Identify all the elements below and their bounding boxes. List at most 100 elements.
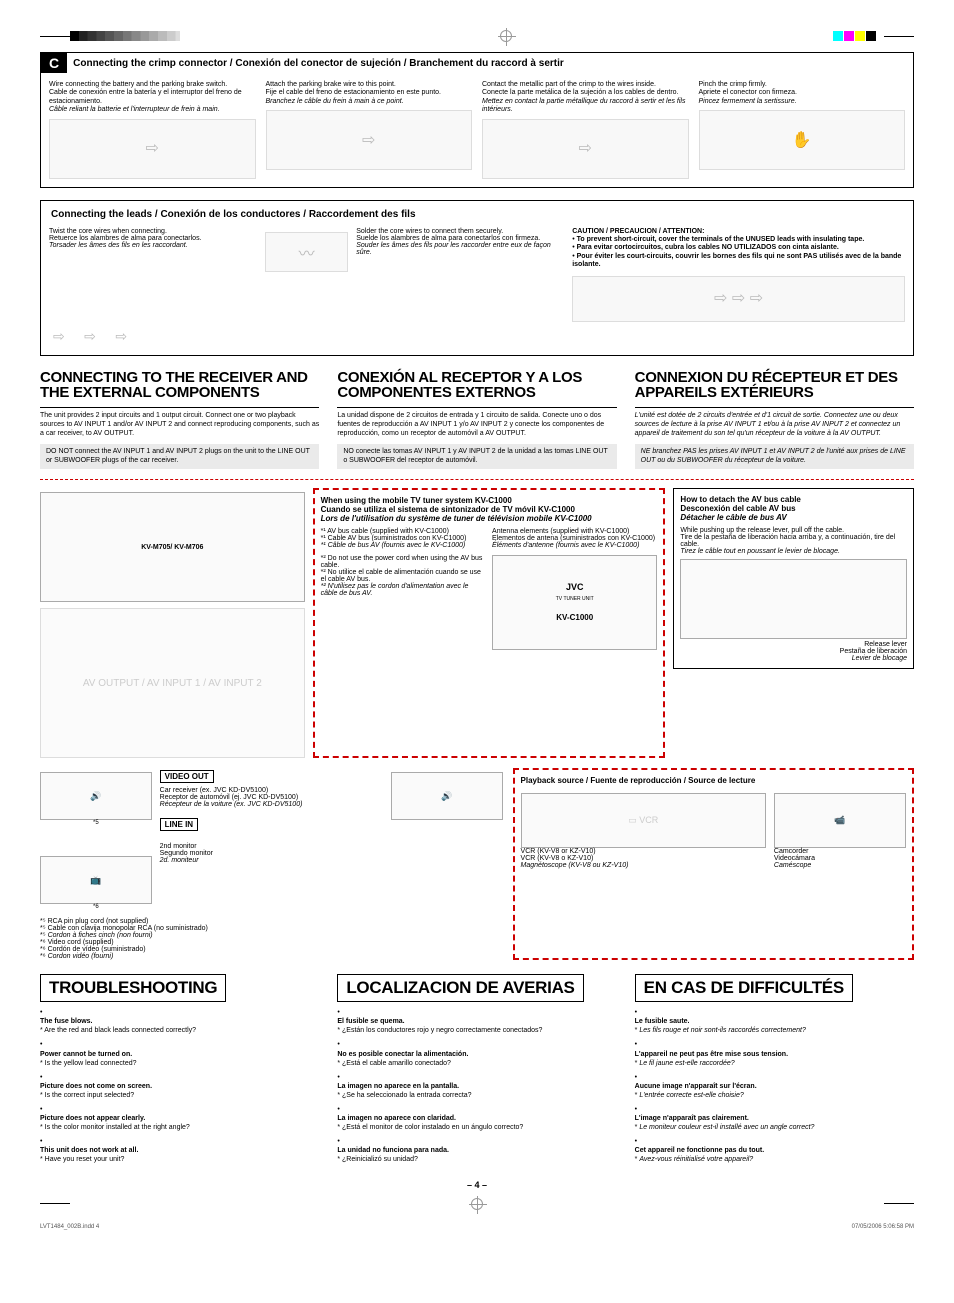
camcorder-illustration: 📹 bbox=[774, 793, 906, 848]
text: No utilice el cable de alimentación cuan… bbox=[321, 569, 481, 583]
vcr-illustration: ▭ VCR bbox=[521, 793, 766, 848]
text: Receptor de automóvil (ej. JVC KD-DV5100… bbox=[160, 794, 299, 801]
speaker-illustration-2: 🔊 bbox=[391, 772, 503, 820]
video-out-label: VIDEO OUT bbox=[160, 770, 214, 783]
trouble-item: • Picture does not appear clearly.* Is t… bbox=[40, 1105, 319, 1132]
trouble-item: • El fusible se quema.* ¿Están los condu… bbox=[337, 1008, 616, 1035]
crimp-illustration-1: ⇨ bbox=[49, 119, 256, 179]
playback-title: Playback source / Fuente de reproducción… bbox=[521, 776, 906, 785]
detach-box: How to detach the AV bus cable Desconexi… bbox=[673, 488, 914, 758]
trouble-item: • Picture does not come on screen.* Is t… bbox=[40, 1073, 319, 1100]
leads-tape-illustration: ⇨ ⇨ ⇨ bbox=[572, 276, 905, 322]
text: Cordón de vídeo (suministrado) bbox=[48, 946, 146, 953]
text: Mettez en contact la partie métallique d… bbox=[482, 98, 689, 115]
line-in-label: LINE IN bbox=[160, 818, 198, 831]
note: DO NOT connect the AV INPUT 1 and AV INP… bbox=[40, 444, 319, 469]
heading: TROUBLESHOOTING bbox=[40, 974, 226, 1002]
connecting-receiver-section: CONNECTING TO THE RECEIVER AND THE EXTER… bbox=[40, 370, 914, 470]
trouble-col-es: LOCALIZACION DE AVERIAS • El fusible se … bbox=[337, 974, 616, 1170]
body: La unidad dispone de 2 circuitos de entr… bbox=[337, 412, 616, 438]
trouble-es-list: • El fusible se quema.* ¿Están los condu… bbox=[337, 1008, 616, 1164]
trouble-item: • The fuse blows.* Are the red and black… bbox=[40, 1008, 319, 1035]
heading: CONNECTING TO THE RECEIVER AND THE EXTER… bbox=[40, 370, 319, 402]
model-label: KV-M705/ KV-M706 bbox=[141, 544, 203, 551]
text: 2d. moniteur bbox=[160, 857, 199, 864]
text: Caméscope bbox=[774, 862, 906, 869]
text: Release lever bbox=[864, 641, 907, 648]
text: Souder les âmes des fils pour les raccor… bbox=[356, 242, 564, 256]
trouble-item: • La imagen no aparece con claridad.* ¿E… bbox=[337, 1105, 616, 1132]
text: Cuando se utiliza el sistema de sintoniz… bbox=[321, 505, 575, 514]
text: Cable de conexión entre la batería y el … bbox=[49, 89, 256, 106]
text: Lors de l'utilisation du système de tune… bbox=[321, 514, 592, 523]
text: Tire de la pestaña de liberación hacia a… bbox=[680, 534, 907, 548]
text: Pinch the crimp firmly. bbox=[699, 81, 906, 89]
text: Torsader les âmes des fils en les raccor… bbox=[49, 242, 257, 249]
footer-right: 07/05/2006 5:06:58 PM bbox=[852, 1224, 914, 1230]
trouble-item: • Le fusible saute.* Les fils rouge et n… bbox=[635, 1008, 914, 1035]
footer: LVT1484_002B.indd 4 07/05/2006 5:06:58 P… bbox=[40, 1224, 914, 1230]
trouble-item: • L'appareil ne peut pas être mise sous … bbox=[635, 1040, 914, 1067]
text: Video cord (supplied) bbox=[48, 939, 114, 946]
text: Contact the metallic part of the crimp t… bbox=[482, 81, 689, 89]
text: To prevent short-circuit, cover the term… bbox=[577, 236, 865, 243]
text: While pushing up the release lever, pull… bbox=[680, 527, 907, 534]
trouble-fr-list: • Le fusible saute.* Les fils rouge et n… bbox=[635, 1008, 914, 1164]
body: The unit provides 2 input circuits and 1… bbox=[40, 412, 319, 438]
text: Apriete el conector con firmeza. bbox=[699, 89, 906, 97]
connect-col-es: CONEXIÓN AL RECEPTOR Y A LOS COMPONENTES… bbox=[337, 370, 616, 470]
crimp-illustration-4: ✋ bbox=[699, 110, 906, 170]
jack-panel-illustration: AV OUTPUT / AV INPUT 1 / AV INPUT 2 bbox=[40, 608, 305, 758]
trouble-item: • Power cannot be turned on.* Is the yel… bbox=[40, 1040, 319, 1067]
release-lever-illustration bbox=[680, 559, 907, 639]
trouble-item: • L'image n'apparaît pas clairement.* Le… bbox=[635, 1105, 914, 1132]
trouble-item: • La imagen no aparece en la pantalla.* … bbox=[337, 1073, 616, 1100]
text: Videocámara bbox=[774, 855, 906, 862]
text: N'utilisez pas le cordon d'alimentation … bbox=[321, 583, 469, 597]
text: Attach the parking brake wire to this po… bbox=[266, 81, 473, 89]
trouble-item: • Aucune image n'apparaît sur l'écran.* … bbox=[635, 1073, 914, 1100]
trouble-col-fr: EN CAS DE DIFFICULTÉS • Le fusible saute… bbox=[635, 974, 914, 1170]
crimp-illustration-3: ⇨ bbox=[482, 119, 689, 179]
caution-head: CAUTION / PRECAUCION / ATTENTION: bbox=[572, 228, 905, 236]
text: Câble de bus AV (fournis avec le KV-C100… bbox=[328, 542, 466, 549]
text: Cable AV bus (suministrados con KV-C1000… bbox=[328, 535, 467, 542]
text: Para evitar cortocircuitos, cubra los ca… bbox=[577, 244, 839, 251]
text: Segundo monitor bbox=[160, 850, 213, 857]
text: Branchez le câble du frein à main à ce p… bbox=[266, 98, 473, 106]
text: Conecte la parte metálica de la sujeción… bbox=[482, 89, 689, 97]
text: Car receiver (ex. JVC KD-DV5100) bbox=[160, 787, 269, 794]
text: When using the mobile TV tuner system KV… bbox=[321, 496, 512, 505]
text: Pincez fermement la sertissure. bbox=[699, 98, 906, 106]
wiring-diagram: KV-M705/ KV-M706 AV OUTPUT / AV INPUT 1 … bbox=[40, 479, 914, 960]
text: Tirez le câble tout en poussant le levie… bbox=[680, 548, 907, 555]
text: Solder the core wires to connect them se… bbox=[356, 228, 564, 235]
playback-source-box: Playback source / Fuente de reproducción… bbox=[513, 768, 914, 960]
text: Cordon vidéo (fourni) bbox=[48, 953, 114, 960]
note: NE branchez PAS les prises AV INPUT 1 et… bbox=[635, 444, 914, 469]
text: VCR (KV-V8 o KZ-V10) bbox=[521, 855, 766, 862]
text: Levier de blocage bbox=[852, 655, 907, 662]
text: Twist the core wires when connecting. bbox=[49, 228, 257, 235]
section-c-title: Connecting the crimp connector / Conexió… bbox=[67, 55, 570, 72]
text: Desconexión del cable AV bus bbox=[680, 504, 795, 513]
leads-twist: Twist the core wires when connecting. Re… bbox=[49, 228, 257, 322]
leads-solder: Solder the core wires to connect them se… bbox=[356, 228, 564, 322]
bottom-crop-marks bbox=[40, 1198, 914, 1210]
text: Récepteur de la voiture (ex. JVC KD-DV51… bbox=[160, 801, 303, 808]
text: Retuerce los alambres de alma para conec… bbox=[49, 235, 257, 242]
crimp-col1: Wire connecting the battery and the park… bbox=[49, 81, 256, 179]
text: 2nd monitor bbox=[160, 843, 197, 850]
main-unit-column: KV-M705/ KV-M706 AV OUTPUT / AV INPUT 1 … bbox=[40, 488, 305, 758]
section-c-badge: C bbox=[41, 53, 67, 73]
tuner-illustration: JVC TV TUNER UNIT KV-C1000 bbox=[492, 555, 657, 650]
crimp-col4: Pinch the crimp firmly. Apriete el conec… bbox=[699, 81, 906, 179]
crimp-col2: Attach the parking brake wire to this po… bbox=[266, 81, 473, 179]
body: L'unité est dotée de 2 circuits d'entrée… bbox=[635, 412, 914, 438]
text: Wire connecting the battery and the park… bbox=[49, 81, 256, 89]
trouble-col-en: TROUBLESHOOTING • The fuse blows.* Are t… bbox=[40, 974, 319, 1170]
text: Do not use the power cord when using the… bbox=[321, 555, 483, 569]
trouble-en-list: • The fuse blows.* Are the red and black… bbox=[40, 1008, 319, 1164]
text: Antenna elements (supplied with KV-C1000… bbox=[492, 528, 657, 535]
crimp-col3: Contact the metallic part of the crimp t… bbox=[482, 81, 689, 179]
